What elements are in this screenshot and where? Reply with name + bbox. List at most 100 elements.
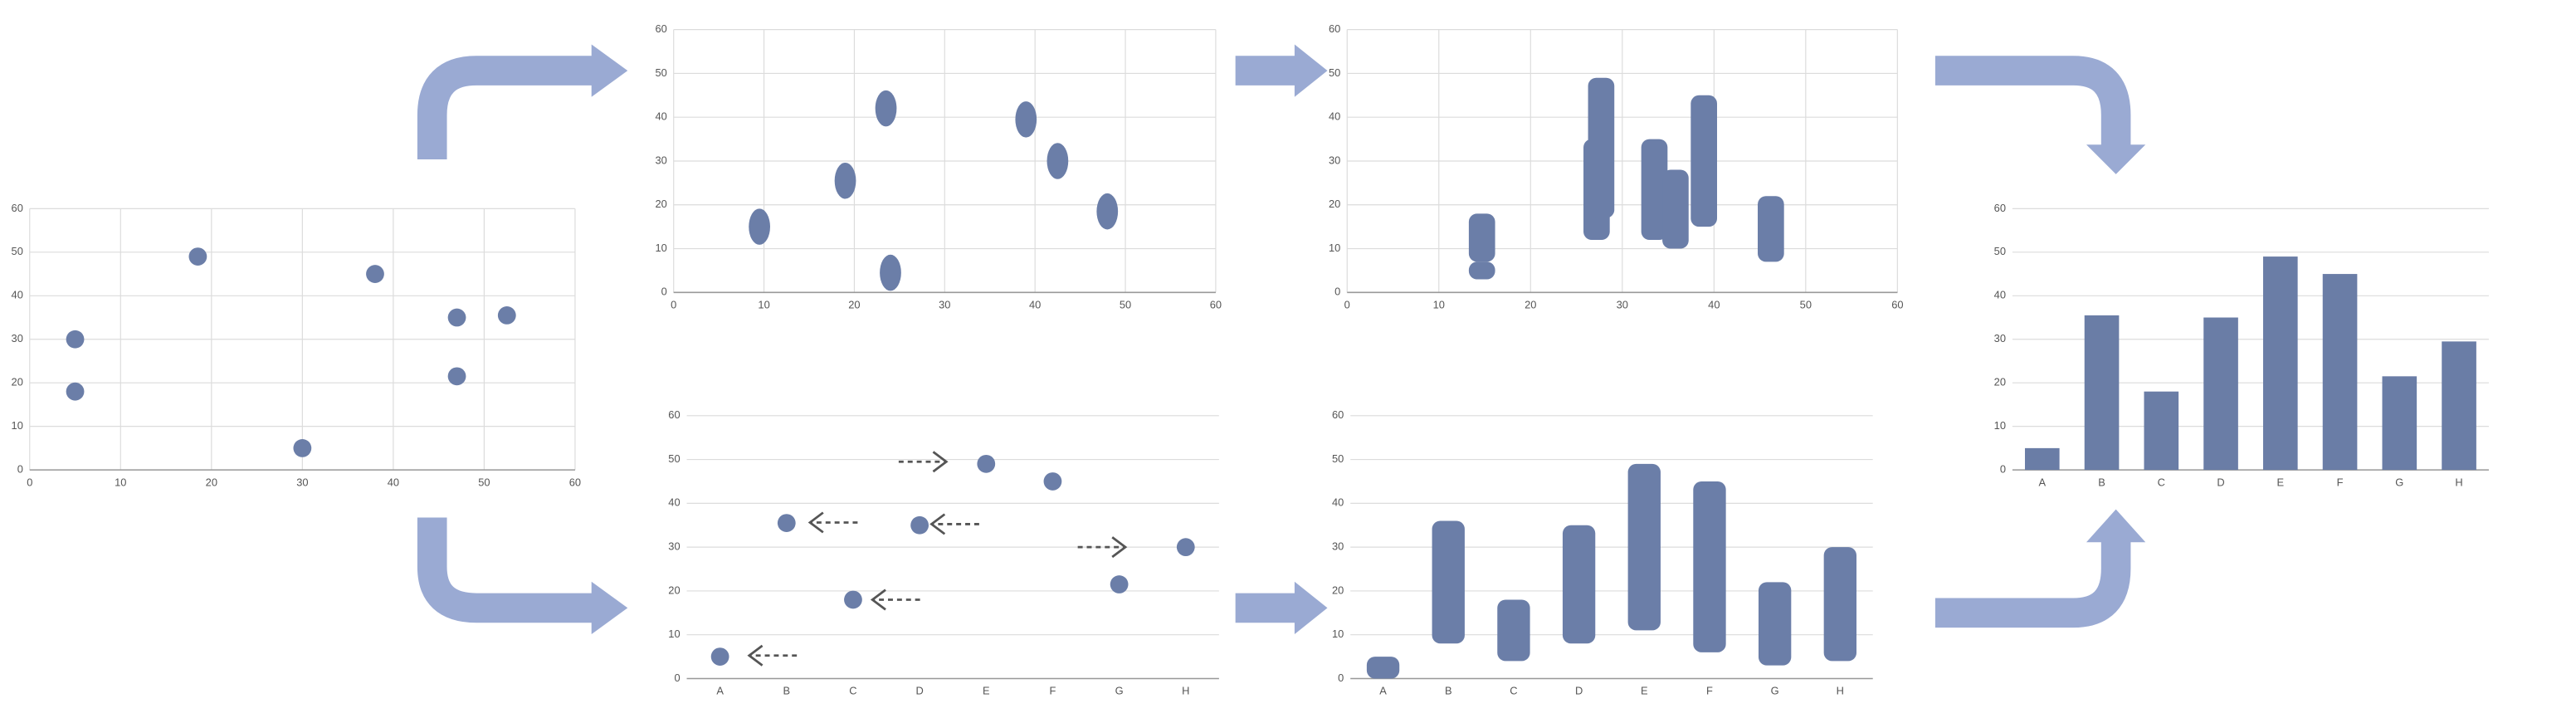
arrow bbox=[417, 517, 595, 623]
bar bbox=[2084, 315, 2120, 471]
y-tick-label: 50 bbox=[12, 245, 23, 257]
point bbox=[910, 515, 929, 535]
point bbox=[749, 208, 770, 245]
range-bar bbox=[1562, 525, 1596, 644]
y-tick-label: 60 bbox=[655, 22, 666, 35]
y-tick-label: 10 bbox=[655, 242, 666, 254]
range-bar bbox=[1432, 520, 1465, 644]
x-tick-label: 40 bbox=[1029, 299, 1041, 311]
range-bar bbox=[1366, 657, 1400, 679]
y-tick-label: 60 bbox=[668, 408, 680, 421]
x-tick-label: 20 bbox=[848, 299, 860, 311]
range-bar bbox=[1468, 261, 1495, 280]
x-tick-label: A bbox=[2039, 476, 2047, 488]
range-bar bbox=[1693, 481, 1726, 652]
x-tick-label: D bbox=[1575, 685, 1583, 697]
y-tick-label: 0 bbox=[661, 286, 667, 298]
y-tick-label: 50 bbox=[655, 66, 666, 79]
x-tick-label: A bbox=[716, 685, 724, 697]
range-bar bbox=[1627, 463, 1661, 631]
range-bar bbox=[1662, 169, 1689, 249]
x-tick-label: D bbox=[2217, 476, 2224, 488]
x-tick-label: 60 bbox=[1210, 299, 1222, 311]
x-tick-label: 30 bbox=[296, 476, 308, 488]
range-bar bbox=[1641, 139, 1668, 240]
point bbox=[66, 330, 85, 349]
y-tick-label: 50 bbox=[1332, 452, 1344, 465]
arrow-head bbox=[1294, 44, 1328, 97]
x-tick-label: A bbox=[1379, 685, 1387, 697]
point bbox=[1176, 538, 1195, 557]
point bbox=[447, 367, 466, 386]
bar bbox=[2442, 341, 2476, 471]
arrow bbox=[1934, 539, 2131, 628]
point bbox=[497, 306, 516, 325]
arrow-head bbox=[591, 581, 628, 635]
y-tick-label: 30 bbox=[12, 332, 23, 344]
x-tick-label: 50 bbox=[1120, 299, 1131, 311]
point bbox=[834, 162, 856, 199]
point bbox=[880, 254, 901, 291]
x-tick-label: 50 bbox=[478, 476, 490, 488]
y-tick-label: 0 bbox=[1334, 286, 1340, 298]
y-tick-label: 40 bbox=[668, 496, 680, 509]
y-tick-label: 20 bbox=[655, 198, 666, 210]
range-bar bbox=[1823, 547, 1856, 662]
point bbox=[977, 454, 996, 473]
point bbox=[1110, 575, 1129, 593]
x-tick-label: 20 bbox=[206, 476, 217, 488]
x-tick-label: 50 bbox=[1800, 299, 1812, 311]
hint-tip bbox=[870, 589, 886, 611]
hint-tip bbox=[807, 511, 824, 534]
y-tick-label: 0 bbox=[1338, 672, 1344, 684]
point bbox=[1046, 143, 1069, 179]
y-tick-label: 30 bbox=[655, 154, 666, 166]
point bbox=[875, 90, 897, 127]
x-tick-label: H bbox=[1182, 685, 1189, 697]
bar bbox=[2382, 376, 2417, 471]
x-tick-label: F bbox=[2337, 476, 2344, 488]
x-tick-label: 30 bbox=[1617, 299, 1628, 311]
point bbox=[188, 247, 207, 266]
x-tick-label: H bbox=[1837, 685, 1844, 697]
hint-tip bbox=[747, 644, 764, 667]
x-tick-label: F bbox=[1050, 685, 1056, 697]
y-tick-label: 30 bbox=[1332, 540, 1344, 553]
y-tick-label: 30 bbox=[1329, 154, 1340, 166]
arrow bbox=[1934, 56, 2131, 149]
y-tick-label: 50 bbox=[1994, 245, 2006, 257]
range-bar bbox=[1588, 77, 1615, 218]
x-tick-label: 0 bbox=[27, 476, 32, 488]
x-tick-label: C bbox=[1510, 685, 1517, 697]
range-bar bbox=[1497, 599, 1530, 662]
y-tick-label: 0 bbox=[17, 463, 23, 476]
point bbox=[777, 514, 796, 532]
range-bar bbox=[1690, 95, 1718, 227]
range-bar bbox=[1758, 582, 1792, 666]
y-tick-label: 10 bbox=[1332, 628, 1344, 640]
point bbox=[710, 647, 729, 666]
y-tick-label: 0 bbox=[674, 672, 680, 684]
x-tick-label: 20 bbox=[1525, 299, 1536, 311]
bar bbox=[2024, 447, 2060, 471]
arrow-head bbox=[2086, 144, 2146, 174]
y-tick-label: 40 bbox=[1332, 496, 1344, 509]
x-tick-label: B bbox=[2098, 476, 2105, 488]
y-tick-label: 20 bbox=[12, 376, 23, 388]
point bbox=[844, 590, 862, 609]
x-tick-label: G bbox=[1771, 685, 1779, 697]
bar bbox=[2262, 256, 2298, 471]
y-tick-label: 0 bbox=[2000, 463, 2006, 476]
y-tick-label: 60 bbox=[12, 202, 23, 214]
x-tick-label: 40 bbox=[1708, 299, 1720, 311]
y-tick-label: 50 bbox=[1329, 66, 1340, 79]
x-tick-label: 10 bbox=[115, 476, 126, 488]
x-tick-label: 10 bbox=[1433, 299, 1445, 311]
y-tick-label: 20 bbox=[1332, 584, 1344, 596]
flow-arrows bbox=[417, 44, 2146, 635]
x-tick-label: 0 bbox=[671, 299, 676, 311]
y-tick-label: 40 bbox=[655, 110, 666, 123]
y-tick-label: 20 bbox=[1329, 198, 1340, 210]
point bbox=[293, 438, 312, 457]
